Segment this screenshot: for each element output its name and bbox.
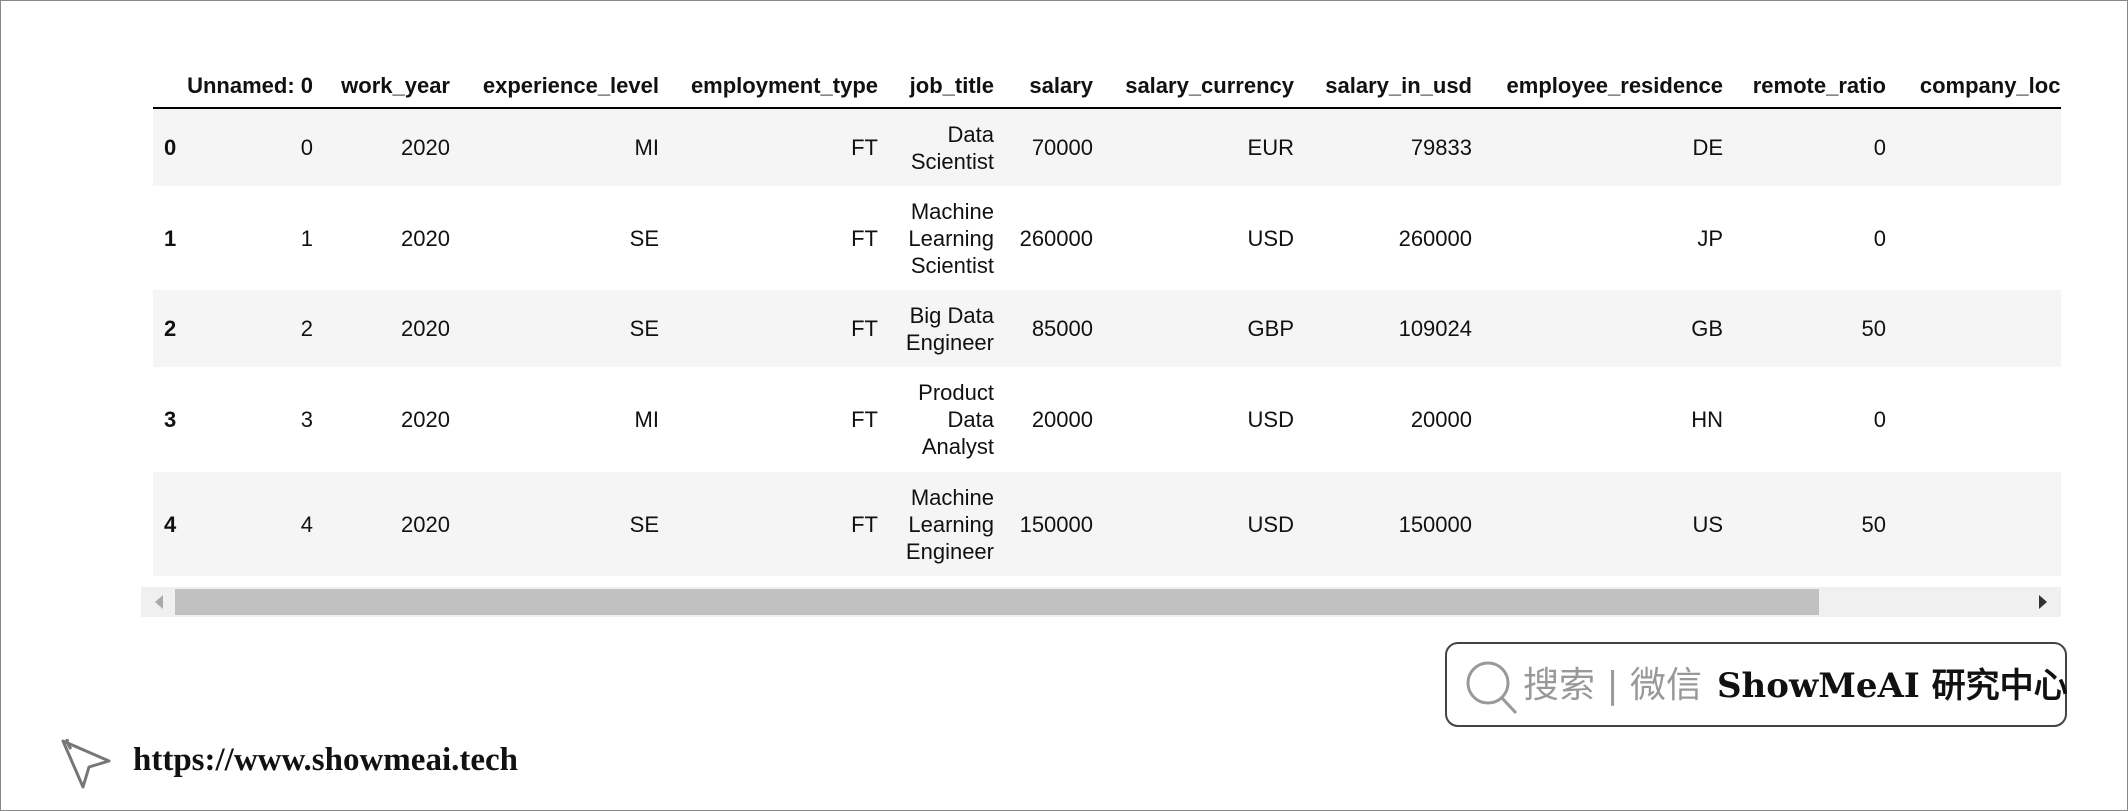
table-cell: FT bbox=[851, 135, 878, 160]
watermark-box bbox=[1445, 642, 2067, 727]
table-cell: GBP bbox=[1247, 316, 1294, 341]
header-rule bbox=[153, 107, 2061, 109]
table-cell: SE bbox=[629, 316, 659, 341]
row-index: 3 bbox=[164, 407, 177, 432]
table-cell: Data Scientist bbox=[910, 121, 994, 174]
row-index: 2 bbox=[164, 316, 177, 341]
table-cell: DE bbox=[1692, 135, 1723, 160]
column-header: experience_level bbox=[482, 73, 659, 98]
table-cell: 260000 bbox=[1398, 225, 1472, 251]
table-cell: EUR bbox=[1247, 135, 1294, 160]
table-cell: 50 bbox=[1861, 316, 1886, 341]
table-cell: 79833 bbox=[1410, 135, 1472, 160]
row-stripe bbox=[153, 290, 2061, 367]
table-cell: FT bbox=[851, 407, 878, 432]
table-cell: 20000 bbox=[1031, 407, 1093, 432]
table-cell: 0 bbox=[300, 135, 313, 160]
column-header: work_year bbox=[341, 73, 450, 98]
table-cell: FT bbox=[851, 225, 878, 251]
table-cell: Machine Learning Scientist bbox=[908, 198, 994, 278]
watermark-brand: ShowMeAI 研究中心 bbox=[1717, 666, 2068, 706]
table-cell: HN bbox=[1691, 407, 1723, 432]
table-cell: 2020 bbox=[401, 225, 450, 251]
table-cell: FT bbox=[851, 316, 878, 341]
table-cell: 150000 bbox=[1019, 511, 1093, 537]
table-cell: 85000 bbox=[1031, 316, 1093, 341]
table-cell: 20000 bbox=[1410, 407, 1472, 432]
table-cell: 2 bbox=[300, 316, 313, 341]
table-cell: 1 bbox=[300, 225, 313, 251]
table-cell: Big Data Engineer bbox=[905, 302, 994, 355]
table-cell: 2020 bbox=[401, 316, 450, 341]
column-header: employment_type bbox=[690, 73, 878, 98]
search-icon bbox=[1500, 696, 1518, 715]
table-cell: 50 bbox=[1861, 511, 1886, 537]
table-cell: 0 bbox=[1873, 225, 1886, 251]
table-cell: SE bbox=[629, 511, 659, 537]
table-cell: US bbox=[1692, 511, 1723, 537]
column-header: salary_in_usd bbox=[1325, 73, 1472, 98]
table-cell: 70000 bbox=[1031, 135, 1093, 160]
scrollbar-thumb[interactable] bbox=[175, 589, 1819, 615]
table-cell: 0 bbox=[1873, 135, 1886, 160]
row-stripe bbox=[153, 109, 2061, 186]
table-cell: USD bbox=[1247, 407, 1294, 432]
search-icon bbox=[1466, 661, 1510, 705]
table-cell: 2020 bbox=[401, 135, 450, 160]
column-header: salary_currency bbox=[1125, 73, 1294, 98]
table-cell: Machine Learning Engineer bbox=[905, 484, 994, 564]
row-index: 0 bbox=[164, 135, 177, 160]
column-header: salary bbox=[1029, 73, 1093, 98]
table-cell: 150000 bbox=[1398, 511, 1472, 537]
scroll-right[interactable] bbox=[2039, 595, 2047, 609]
row-stripe bbox=[153, 472, 2061, 576]
table-cell: USD bbox=[1247, 225, 1294, 251]
table-cell: FT bbox=[851, 511, 878, 537]
table-cell: 2020 bbox=[401, 511, 450, 537]
table-cell: 260000 bbox=[1019, 225, 1093, 251]
table-cell: Product Data Analyst bbox=[918, 380, 994, 459]
table-cell: 3 bbox=[300, 407, 313, 432]
column-header: job_title bbox=[909, 73, 994, 98]
row-index: 4 bbox=[164, 511, 177, 537]
column-header: remote_ratio bbox=[1752, 73, 1886, 98]
table-cell: 4 bbox=[300, 511, 313, 537]
table-cell: MI bbox=[634, 135, 659, 160]
table-cell: 109024 bbox=[1398, 316, 1472, 341]
dataframe: Unnamed: 0 work_year experience_level emplo… bbox=[153, 31, 2061, 591]
table-cell: SE bbox=[629, 225, 659, 251]
cursor-icon bbox=[61, 739, 111, 789]
column-header: employee_residence bbox=[1506, 73, 1723, 98]
table-cell: GB bbox=[1691, 316, 1723, 341]
column-header: Unnamed: 0 bbox=[187, 73, 313, 98]
scroll-left[interactable] bbox=[155, 595, 163, 609]
cursor-icon bbox=[65, 738, 73, 750]
table-cell: MI bbox=[634, 407, 659, 432]
table-cell: USD bbox=[1247, 511, 1294, 537]
table-cell: JP bbox=[1697, 225, 1723, 251]
footer-url[interactable]: https://www.showmeai.tech bbox=[133, 742, 518, 778]
row-index: 1 bbox=[164, 225, 177, 251]
watermark-search: 搜索 | 微信 bbox=[1523, 665, 1702, 706]
table-cell: 0 bbox=[1873, 407, 1886, 432]
column-header: company_location bbox=[1919, 73, 2061, 98]
table-cell: 2020 bbox=[401, 407, 450, 432]
